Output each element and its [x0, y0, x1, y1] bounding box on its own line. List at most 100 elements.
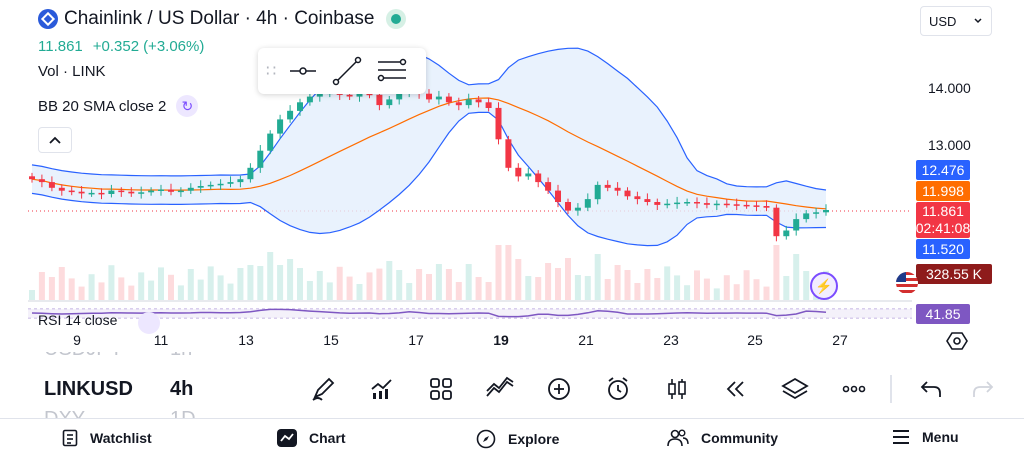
bar-countdown: 02:41:08	[915, 220, 971, 236]
layers-icon[interactable]	[772, 372, 818, 406]
volume-bar	[545, 263, 552, 300]
symbol-switcher[interactable]: USDJPY 1h LINKUSD 4h DXY 1D	[44, 352, 244, 422]
fib-retracement-icon[interactable]	[376, 57, 408, 85]
volume-bar	[306, 281, 313, 300]
candle	[88, 192, 95, 195]
volume-bar	[793, 254, 800, 300]
nav-explore[interactable]: Explore	[476, 429, 559, 449]
drag-handle-icon[interactable]: ∷	[266, 63, 276, 80]
rsi-indicator-label[interactable]: RSI 14 close	[38, 312, 118, 328]
bb-indicator-label[interactable]: BB 20 SMA close 2 ↻	[38, 95, 199, 117]
candle	[366, 93, 373, 96]
chart-area[interactable]: Chainlink / US Dollar · 4h · Coinbase 11…	[0, 0, 1024, 356]
nav-chart[interactable]: Chart	[277, 429, 346, 447]
candle	[277, 119, 284, 134]
candle	[664, 203, 671, 206]
bottom-nav[interactable]: Watchlist Chart Explore Community Menu	[0, 418, 1024, 461]
undo-icon[interactable]	[916, 372, 946, 406]
candle	[614, 187, 621, 191]
add-icon[interactable]	[536, 372, 582, 406]
trend-line-icon[interactable]	[332, 56, 362, 86]
us-flag-icon[interactable]	[896, 272, 918, 294]
candle	[594, 184, 601, 200]
bottom-toolbar[interactable]	[300, 372, 998, 406]
volume-bar	[346, 276, 353, 300]
chart-icon	[277, 429, 297, 447]
candle	[703, 203, 710, 205]
candles-icon[interactable]	[654, 372, 700, 406]
bb-basis-line	[31, 97, 827, 210]
candle	[763, 206, 770, 208]
currency-select[interactable]: USD	[920, 6, 992, 36]
volume-bar	[177, 285, 184, 300]
indicators-icon[interactable]	[359, 372, 405, 406]
volume-bar	[445, 269, 452, 300]
volume-bar	[247, 265, 254, 300]
volume-bar	[58, 267, 65, 300]
symbol-item-active[interactable]: LINKUSD 4h	[44, 378, 193, 401]
refresh-icon[interactable]: ↻	[176, 95, 199, 117]
candle	[485, 102, 492, 108]
volume-bar	[654, 278, 661, 300]
candle	[316, 93, 323, 97]
replay-icon[interactable]	[713, 372, 759, 406]
compare-icon[interactable]	[477, 372, 523, 406]
candle	[287, 110, 294, 120]
candle	[158, 189, 164, 191]
candle	[435, 96, 442, 100]
symbol-item[interactable]: USDJPY 1h	[44, 352, 192, 361]
candle	[58, 187, 65, 191]
bb-lower-line	[31, 111, 827, 247]
volume-bar	[535, 277, 542, 300]
bb-upper-line	[31, 47, 827, 191]
volume-bar	[297, 268, 303, 300]
lightning-icon[interactable]: ⚡	[810, 272, 838, 300]
brush-icon[interactable]	[300, 372, 346, 406]
redo-icon[interactable]	[968, 372, 998, 406]
price-chart[interactable]	[0, 0, 1024, 356]
candle	[168, 189, 174, 192]
bb-basis-tag: 11.998	[916, 181, 970, 201]
nav-community[interactable]: Community	[667, 429, 778, 447]
candle	[783, 230, 790, 237]
more-icon[interactable]	[831, 372, 877, 406]
candle	[813, 212, 820, 214]
drawing-toolbar[interactable]: ∷	[258, 48, 426, 94]
volume-bar	[763, 286, 770, 300]
candle	[197, 186, 204, 188]
candle	[396, 93, 403, 100]
volume-bar	[525, 276, 532, 300]
volume-bar	[644, 269, 651, 300]
volume-indicator-label[interactable]: Vol · LINK	[38, 63, 106, 80]
horizontal-line-icon[interactable]	[288, 61, 318, 81]
alert-icon[interactable]	[595, 372, 641, 406]
symbol-interval: 1h	[170, 352, 192, 361]
nav-watchlist[interactable]: Watchlist	[62, 429, 152, 447]
last-price-value: 11.861	[922, 203, 964, 219]
chart-settings-icon[interactable]	[946, 331, 968, 351]
candle	[38, 179, 45, 183]
widgets-icon[interactable]	[418, 372, 464, 406]
time-axis[interactable]: 9 11 13 15 17 19 21 23 25 27	[0, 330, 1024, 352]
candle	[267, 133, 274, 151]
rsi-settings-icon[interactable]	[138, 312, 160, 334]
bb-lower-tag: 11.520	[916, 239, 970, 259]
candle	[555, 190, 561, 202]
nav-menu[interactable]: Menu	[892, 429, 959, 445]
price-change-percent: (+3.06%)	[143, 38, 205, 55]
symbol-header[interactable]: Chainlink / US Dollar · 4h · Coinbase	[38, 8, 407, 30]
volume-bar	[237, 268, 244, 300]
candle	[684, 202, 691, 204]
volume-bar	[207, 266, 214, 300]
volume-bar	[624, 270, 631, 300]
candle	[306, 96, 313, 103]
collapse-legend-button[interactable]	[38, 127, 72, 153]
candle	[98, 192, 105, 195]
volume-bar	[227, 283, 234, 300]
volume-bar	[48, 277, 55, 300]
volume-bar	[98, 282, 105, 300]
price-change: +0.352	[92, 38, 140, 55]
volume-bar	[684, 285, 691, 300]
volume-bar	[426, 274, 432, 300]
candle	[217, 183, 224, 186]
